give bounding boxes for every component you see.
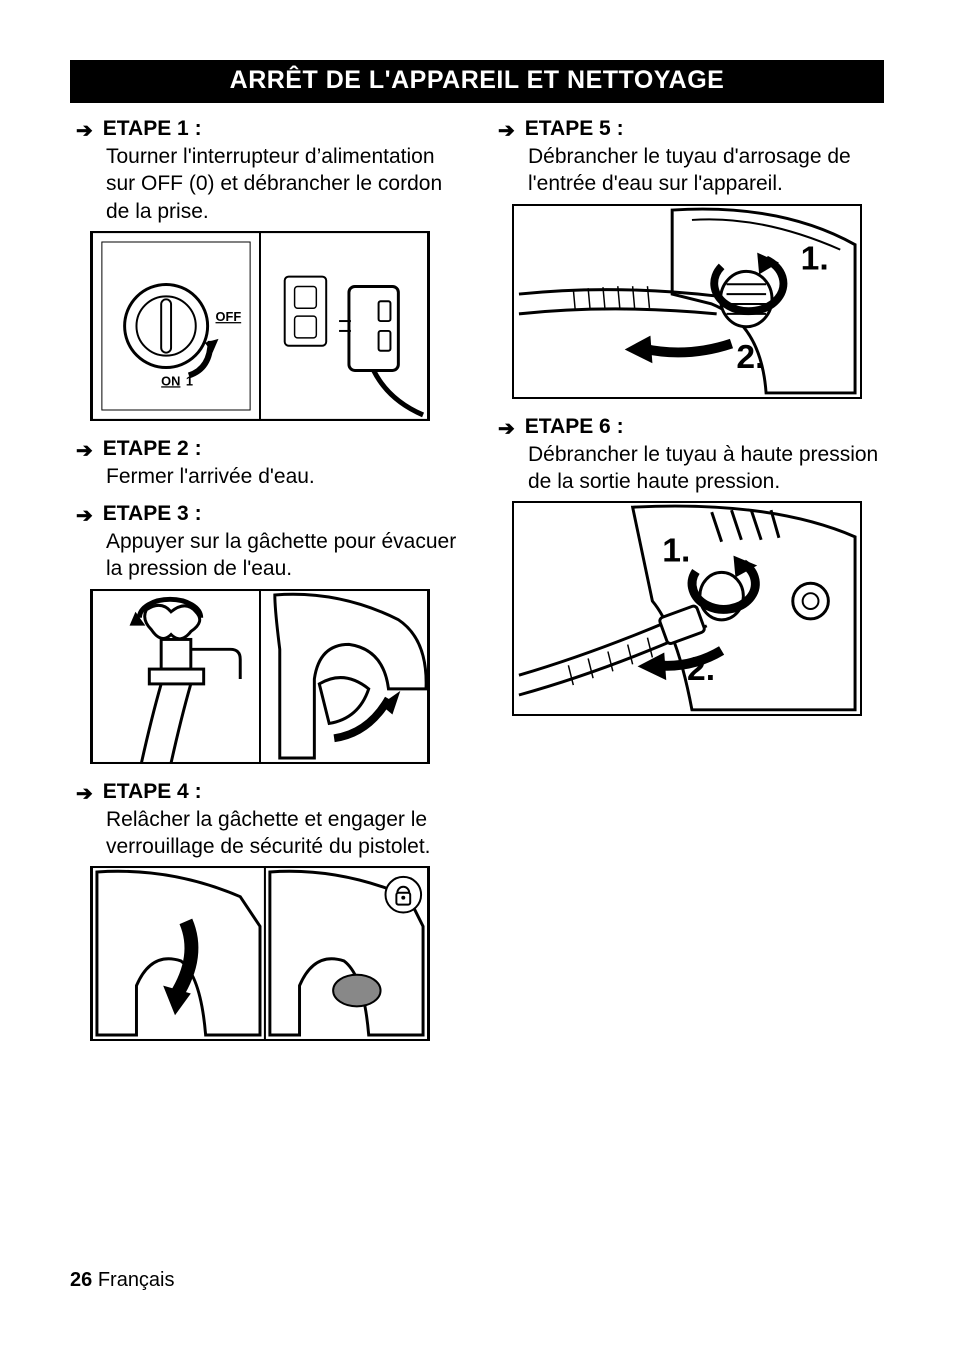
step-3: ➔ ETAPE 3 : Appuyer sur la gâchette pour…: [70, 502, 462, 774]
label-on: ON: [161, 373, 180, 388]
footer-language: Français: [98, 1269, 175, 1291]
step-body: Fermer l'arrivée d'eau.: [106, 463, 462, 490]
step-label: ETAPE 1 :: [103, 117, 202, 141]
figure-step-3: [90, 589, 430, 764]
step-heading: ➔ ETAPE 2 :: [76, 437, 462, 461]
arrow-icon: ➔: [498, 121, 515, 141]
arrow-icon: ➔: [76, 506, 93, 526]
label-off: OFF: [216, 309, 242, 324]
step-body: Tourner l'interrupteur d’alimentation su…: [106, 143, 462, 225]
step-body: Appuyer sur la gâchette pour évacuer la …: [106, 528, 462, 583]
figure-step-5: 1. 2.: [512, 204, 862, 399]
figure-step-6: 1. 2.: [512, 501, 862, 716]
manual-page: ARRÊT DE L'APPAREIL ET NETTOYAGE ➔ ETAPE…: [0, 0, 954, 1352]
right-column: ➔ ETAPE 5 : Débrancher le tuyau d'arrosa…: [492, 117, 884, 1312]
step-heading: ➔ ETAPE 6 :: [498, 415, 884, 439]
arrow-icon: ➔: [76, 441, 93, 461]
step-heading: ➔ ETAPE 5 :: [498, 117, 884, 141]
step-2: ➔ ETAPE 2 : Fermer l'arrivée d'eau.: [70, 437, 462, 496]
step-4: ➔ ETAPE 4 : Relâcher la gâchette et enga…: [70, 780, 462, 1052]
step-label: ETAPE 5 :: [525, 117, 624, 141]
step-label: ETAPE 2 :: [103, 437, 202, 461]
figure-step-4: [90, 866, 430, 1041]
step-heading: ➔ ETAPE 4 :: [76, 780, 462, 804]
step-body: Débrancher le tuyau d'arrosage de l'entr…: [528, 143, 884, 198]
step-heading: ➔ ETAPE 3 :: [76, 502, 462, 526]
step-body: Relâcher la gâchette et engager le verro…: [106, 806, 462, 861]
step-label: ETAPE 3 :: [103, 502, 202, 526]
section-title-bar: ARRÊT DE L'APPAREIL ET NETTOYAGE: [70, 60, 884, 103]
fig6-label-2: 2.: [687, 651, 715, 688]
section-title: ARRÊT DE L'APPAREIL ET NETTOYAGE: [230, 66, 725, 94]
fig5-label-1: 1.: [801, 240, 829, 277]
figure-step-1: OFF ON 1: [90, 231, 430, 421]
step-6: ➔ ETAPE 6 : Débrancher le tuyau à haute …: [492, 415, 884, 727]
step-label: ETAPE 6 :: [525, 415, 624, 439]
fig5-label-2: 2.: [736, 339, 764, 376]
arrow-icon: ➔: [76, 784, 93, 804]
left-column: ➔ ETAPE 1 : Tourner l'interrupteur d’ali…: [70, 117, 462, 1312]
arrow-icon: ➔: [498, 419, 515, 439]
page-footer: 26 Français: [70, 1269, 175, 1292]
arrow-icon: ➔: [76, 121, 93, 141]
page-number: 26: [70, 1269, 92, 1291]
fig6-label-1: 1.: [662, 533, 690, 570]
two-column-layout: ➔ ETAPE 1 : Tourner l'interrupteur d’ali…: [70, 117, 884, 1312]
step-1: ➔ ETAPE 1 : Tourner l'interrupteur d’ali…: [70, 117, 462, 431]
step-label: ETAPE 4 :: [103, 780, 202, 804]
step-body: Débrancher le tuyau à haute pression de …: [528, 441, 884, 496]
step-5: ➔ ETAPE 5 : Débrancher le tuyau d'arrosa…: [492, 117, 884, 409]
step-heading: ➔ ETAPE 1 :: [76, 117, 462, 141]
